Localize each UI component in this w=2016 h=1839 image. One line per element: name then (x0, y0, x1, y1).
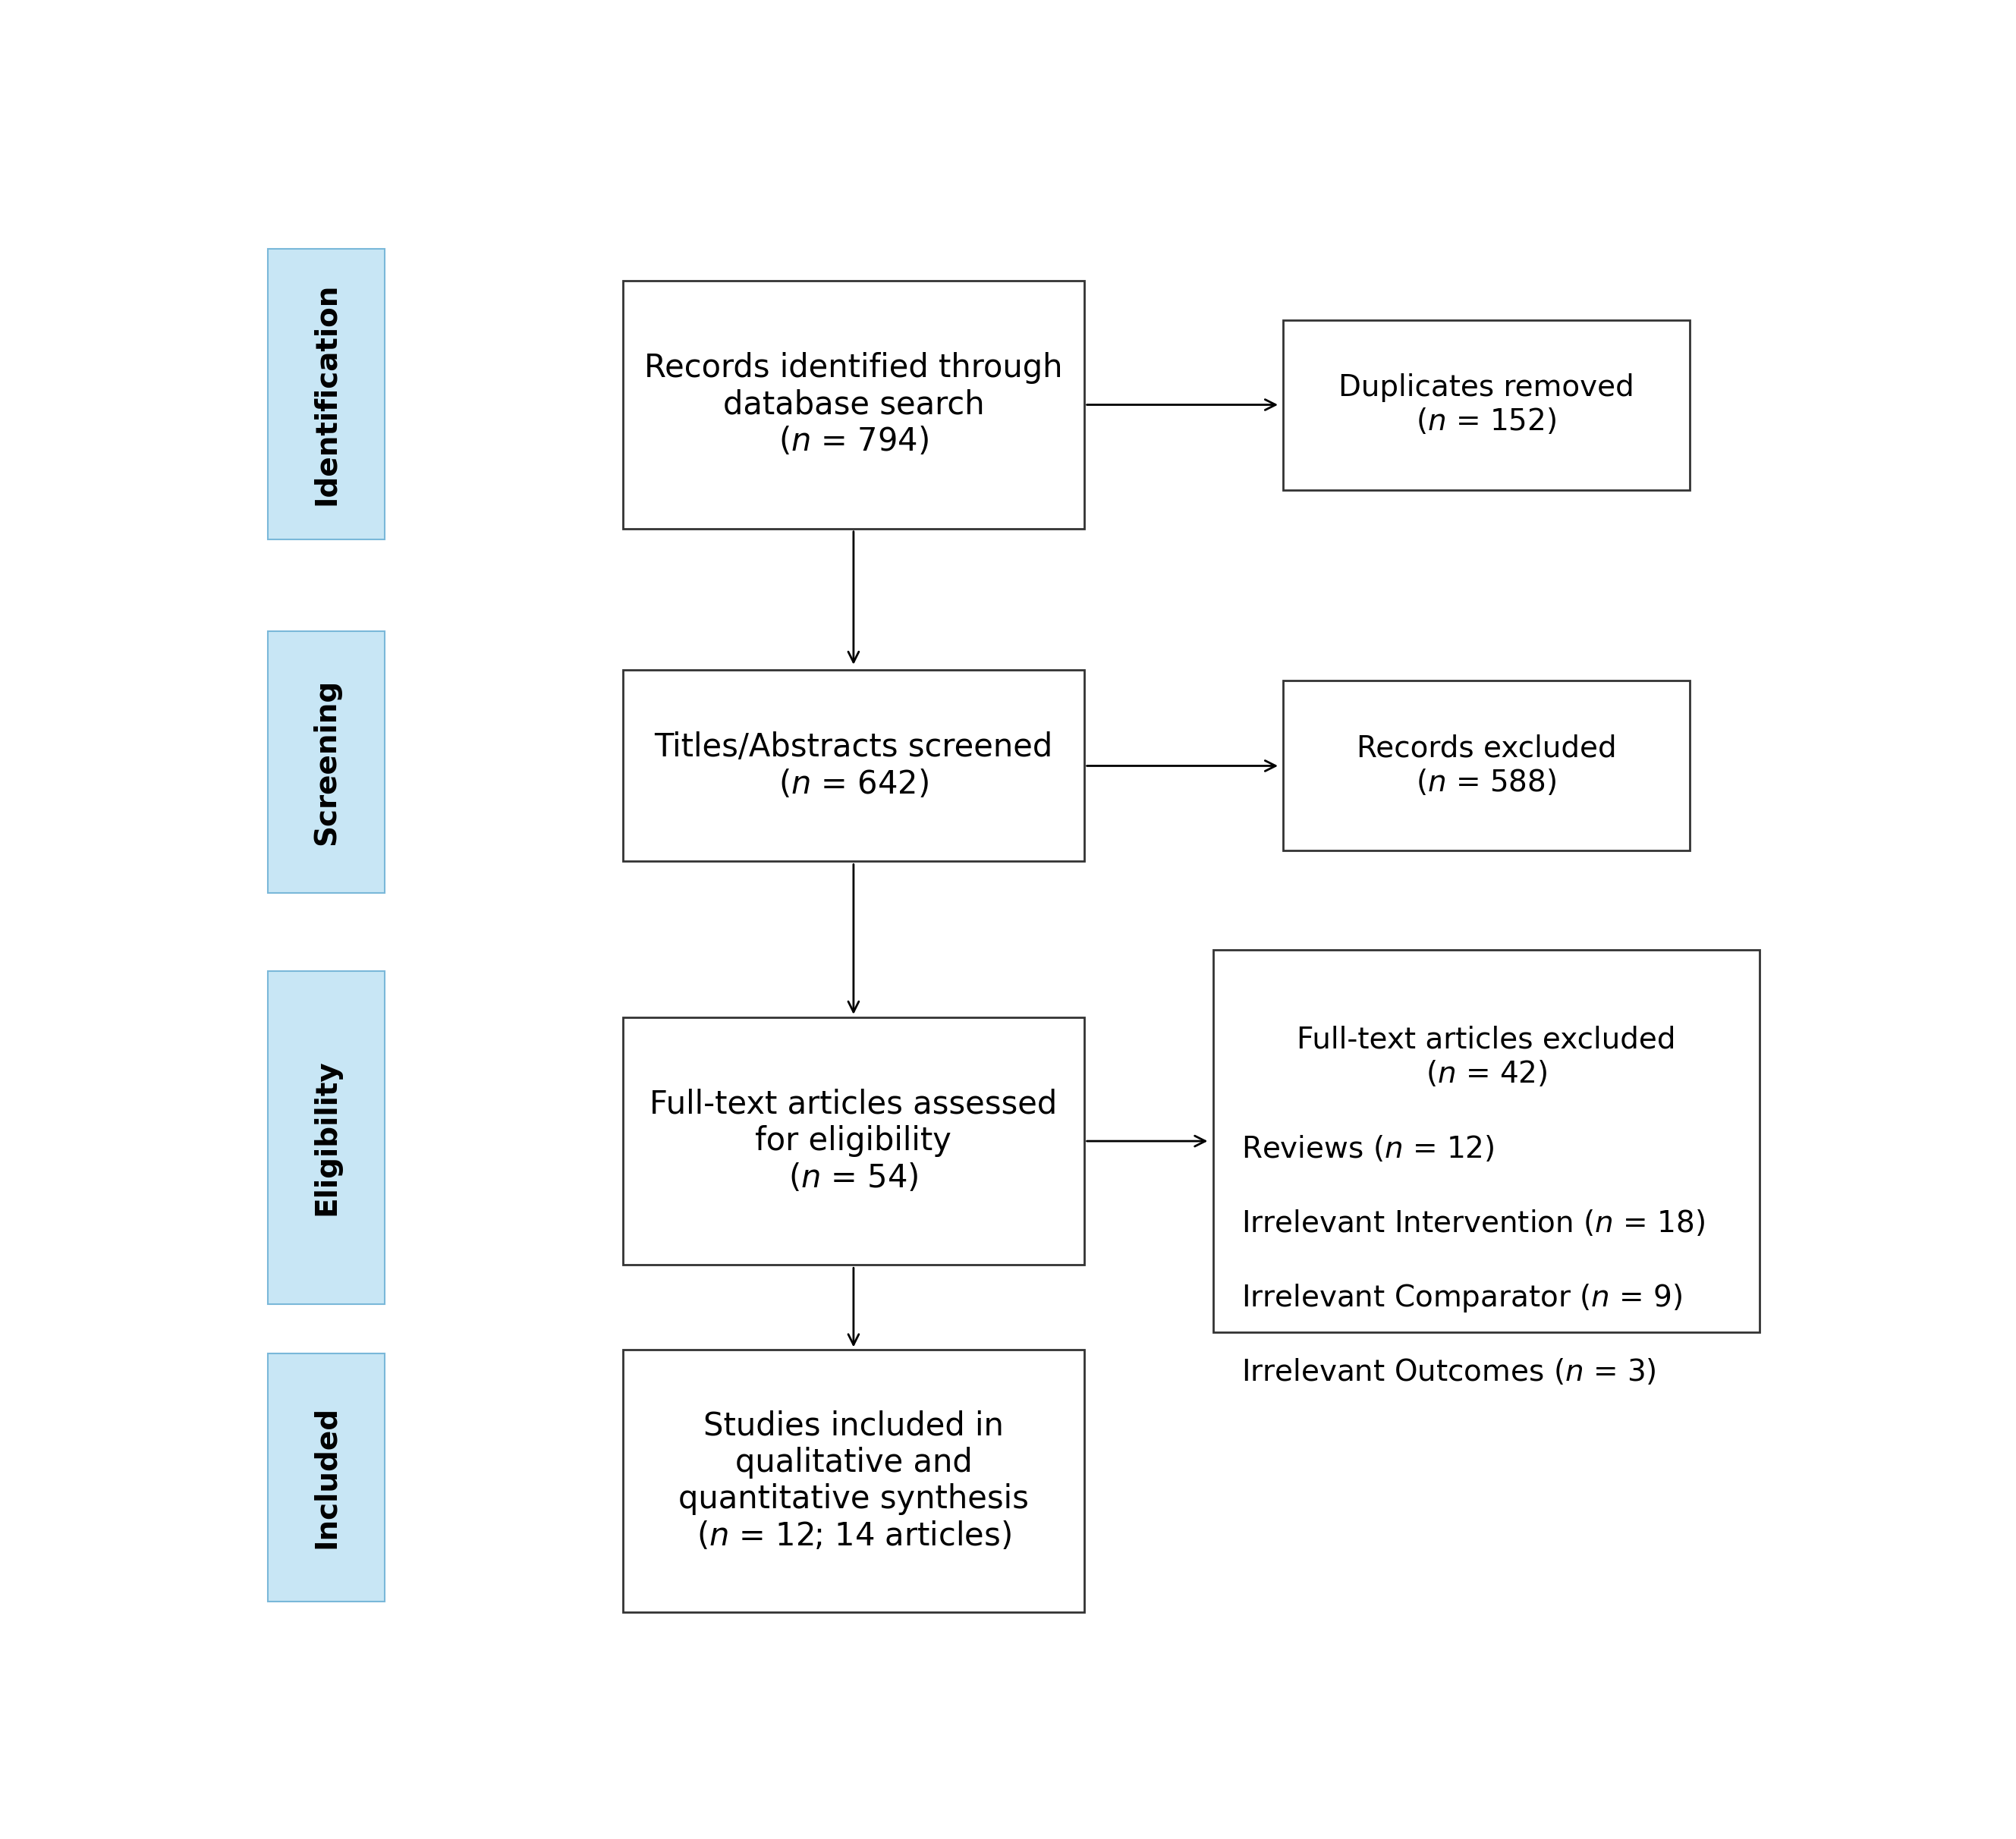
Text: Records excluded
($n$ = 588): Records excluded ($n$ = 588) (1357, 734, 1617, 798)
Text: Full-text articles excluded
($n$ = 42): Full-text articles excluded ($n$ = 42) (1296, 1026, 1675, 1089)
FancyBboxPatch shape (623, 669, 1085, 861)
FancyBboxPatch shape (268, 631, 385, 894)
Text: Full-text articles assessed
for eligibility
($n$ = 54): Full-text articles assessed for eligibil… (649, 1089, 1056, 1194)
Text: Eligibility: Eligibility (312, 1059, 341, 1216)
FancyBboxPatch shape (623, 1350, 1085, 1613)
Text: Included: Included (312, 1407, 341, 1548)
Text: Irrelevant Comparator ($n$ = 9): Irrelevant Comparator ($n$ = 9) (1242, 1282, 1681, 1313)
FancyBboxPatch shape (268, 1354, 385, 1602)
FancyBboxPatch shape (268, 248, 385, 539)
Text: Studies included in
qualitative and
quantitative synthesis
($n$ = 12; 14 article: Studies included in qualitative and quan… (677, 1411, 1028, 1552)
Text: Titles/Abstracts screened
($n$ = 642): Titles/Abstracts screened ($n$ = 642) (655, 732, 1052, 800)
FancyBboxPatch shape (1284, 320, 1689, 489)
Text: Reviews ($n$ = 12): Reviews ($n$ = 12) (1242, 1135, 1494, 1164)
Text: Identification: Identification (312, 283, 341, 506)
Text: Duplicates removed
($n$ = 152): Duplicates removed ($n$ = 152) (1339, 373, 1635, 436)
Text: Screening: Screening (312, 679, 341, 846)
FancyBboxPatch shape (1214, 951, 1760, 1331)
Text: Irrelevant Intervention ($n$ = 18): Irrelevant Intervention ($n$ = 18) (1242, 1208, 1706, 1238)
Text: Records identified through
database search
($n$ = 794): Records identified through database sear… (645, 351, 1062, 458)
FancyBboxPatch shape (623, 1017, 1085, 1265)
FancyBboxPatch shape (623, 281, 1085, 528)
FancyBboxPatch shape (1284, 680, 1689, 851)
FancyBboxPatch shape (268, 971, 385, 1304)
Text: Irrelevant Outcomes ($n$ = 3): Irrelevant Outcomes ($n$ = 3) (1242, 1357, 1655, 1387)
